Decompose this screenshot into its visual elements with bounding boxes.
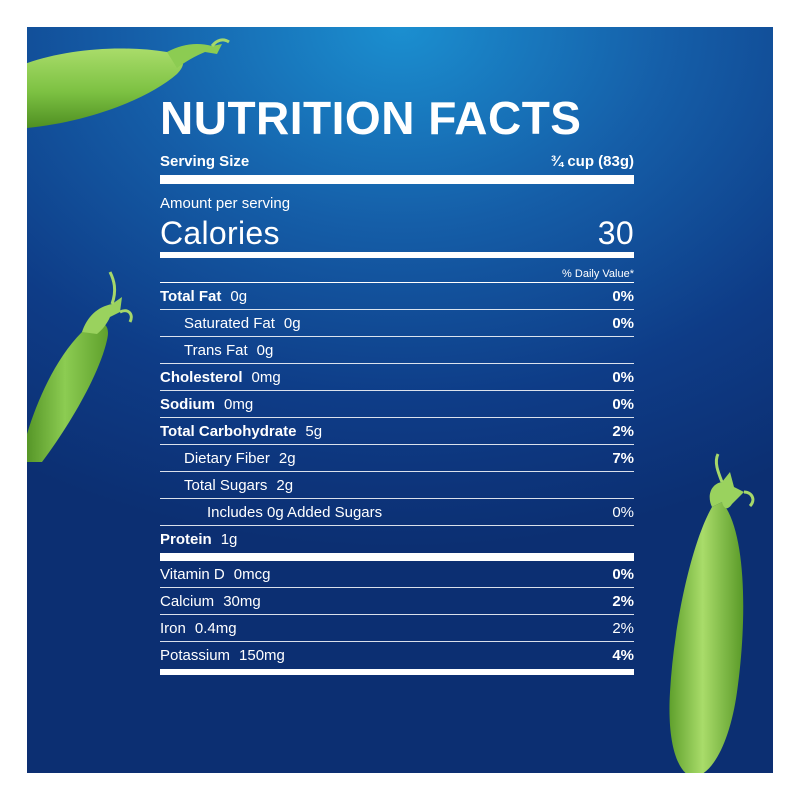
nutrient-dv: 0% xyxy=(612,565,634,583)
nutrient-row-cholesterol: Cholesterol 0mg 0% xyxy=(160,364,634,391)
vitamin-divider xyxy=(160,553,634,561)
nutrient-dv: 0% xyxy=(612,395,634,413)
nutrient-label: Vitamin D xyxy=(160,565,225,583)
nutrient-row-dietary-fiber: Dietary Fiber 2g 7% xyxy=(160,445,634,472)
pea-pod-right xyxy=(669,453,755,773)
nutrient-row-total-fat: Total Fat 0g 0% xyxy=(160,283,634,310)
pea-pod-top-left xyxy=(27,38,230,128)
nutrient-dv: 4% xyxy=(612,647,634,664)
nutrient-row-saturated-fat: Saturated Fat 0g 0% xyxy=(160,310,634,337)
nutrition-panel: NUTRITION FACTS Serving Size ¾ cup (83g)… xyxy=(27,27,773,773)
nutrient-amount: 0g xyxy=(283,314,301,332)
bottom-divider xyxy=(160,669,634,675)
nutrient-amount: 0.4mg xyxy=(194,619,237,637)
nutrition-facts-label: NUTRITION FACTS Serving Size ¾ cup (83g)… xyxy=(160,93,634,675)
amount-per-serving: Amount per serving xyxy=(160,195,291,212)
nutrient-label: Cholesterol xyxy=(160,368,243,386)
nutrient-row-protein: Protein 1g xyxy=(160,526,634,553)
nutrient-dv: 2% xyxy=(612,592,634,610)
nutrient-label: Iron xyxy=(160,619,186,637)
nutrient-row-calcium: Calcium 30mg 2% xyxy=(160,588,634,615)
nutrient-row-sodium: Sodium 0mg 0% xyxy=(160,391,634,418)
nutrient-dv: 0% xyxy=(612,503,634,521)
label-title: NUTRITION FACTS xyxy=(160,92,582,144)
nutrient-label: Total Fat xyxy=(160,287,222,305)
nutrient-amount: 0mg xyxy=(224,395,254,413)
pea-pod-left xyxy=(27,271,133,462)
nutrient-label: Potassium xyxy=(160,647,231,664)
serving-size-row: Serving Size ¾ cup (83g) xyxy=(160,151,634,171)
calories-value: 30 xyxy=(597,214,634,251)
nutrient-dv: 2% xyxy=(612,619,634,637)
nutrient-row-trans-fat: Trans Fat 0g xyxy=(160,337,634,364)
thick-divider xyxy=(160,175,634,184)
nutrient-row-potassium: Potassium 150mg 4% xyxy=(160,642,634,669)
nutrient-amount: 0g xyxy=(256,341,274,359)
nutrient-label: Saturated Fat xyxy=(184,314,275,332)
nutrient-amount: 0mg xyxy=(251,368,281,386)
daily-value-header: % Daily Value* xyxy=(160,262,634,283)
nutrient-label: Dietary Fiber xyxy=(184,449,270,467)
nutrient-label: Includes 0g Added Sugars xyxy=(207,503,383,521)
nutrient-label: Calcium xyxy=(160,592,215,610)
nutrient-row-iron: Iron 0.4mg 2% xyxy=(160,615,634,642)
nutrient-label: Sodium xyxy=(160,395,215,413)
nutrient-amount: 0g xyxy=(230,287,248,305)
nutrient-amount: 5g xyxy=(305,422,323,440)
nutrient-amount: 1g xyxy=(220,531,238,548)
nutrient-label: Protein xyxy=(160,531,212,548)
nutrient-row-vitamin-d: Vitamin D 0mcg 0% xyxy=(160,561,634,588)
nutrient-dv: 2% xyxy=(612,422,634,440)
nutrient-amount: 2g xyxy=(276,476,294,494)
nutrient-amount: 2g xyxy=(278,449,296,467)
nutrient-dv: 0% xyxy=(612,314,634,332)
nutrient-label: Total Sugars xyxy=(184,476,268,494)
nutrient-amount: 30mg xyxy=(223,592,261,610)
nutrient-dv: 0% xyxy=(612,287,634,305)
calories-row: Calories 30 xyxy=(160,214,634,252)
nutrient-row-added-sugars: Includes 0g Added Sugars 0% xyxy=(160,499,634,526)
calories-label: Calories xyxy=(160,214,280,251)
nutrient-amount: 0mcg xyxy=(233,565,271,583)
nutrient-label: Trans Fat xyxy=(184,341,248,359)
nutrient-label: Total Carbohydrate xyxy=(160,422,297,440)
medium-divider xyxy=(160,252,634,258)
nutrient-dv: 7% xyxy=(612,449,634,467)
serving-size-value: ¾ cup (83g) xyxy=(550,152,634,170)
serving-size-label: Serving Size xyxy=(160,152,250,170)
nutrient-amount: 150mg xyxy=(239,647,285,664)
nutrient-row-total-sugars: Total Sugars 2g xyxy=(160,472,634,499)
nutrient-dv: 0% xyxy=(612,368,634,386)
nutrient-row-total-carbohydrate: Total Carbohydrate 5g 2% xyxy=(160,418,634,445)
daily-value-header-text: % Daily Value* xyxy=(562,268,634,280)
